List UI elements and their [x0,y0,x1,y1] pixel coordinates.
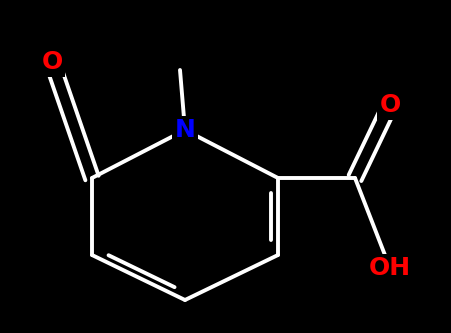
Text: O: O [41,50,63,74]
Text: OH: OH [369,256,411,280]
Text: O: O [379,93,400,117]
Text: N: N [175,118,195,142]
